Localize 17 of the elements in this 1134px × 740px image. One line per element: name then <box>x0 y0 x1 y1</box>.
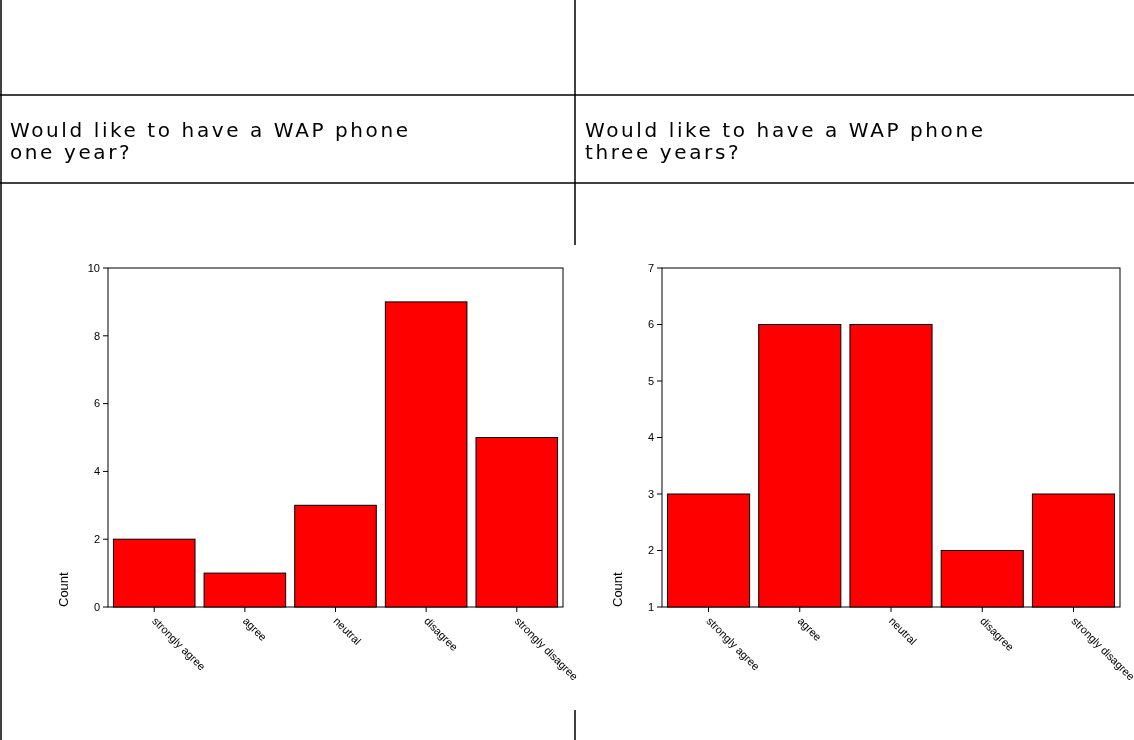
y-tick-label: 2 <box>93 533 100 546</box>
y-tick-label: 0 <box>93 600 100 613</box>
y-tick-label: 2 <box>647 544 654 557</box>
y-tick-label: 4 <box>647 431 654 444</box>
y-tick-label: 3 <box>647 487 654 500</box>
y-tick-label: 6 <box>647 318 654 331</box>
chart-title: Would like to have a WAP phone three years? <box>585 118 986 164</box>
y-axis-title: Count <box>610 571 625 607</box>
chart-title: Would like to have a WAP phone one year? <box>10 118 411 164</box>
y-tick-label: 4 <box>93 465 100 478</box>
y-tick-label: 5 <box>647 374 654 387</box>
y-tick-label: 1 <box>647 600 654 613</box>
y-axis-title: Count <box>56 571 71 607</box>
y-tick-label: 7 <box>647 261 654 274</box>
y-tick-label: 10 <box>87 261 100 274</box>
y-tick-label: 8 <box>93 329 100 342</box>
y-tick-label: 6 <box>93 397 100 410</box>
